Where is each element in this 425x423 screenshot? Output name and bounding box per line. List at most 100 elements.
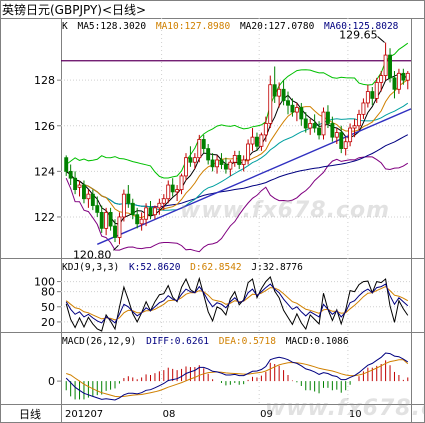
candle-body	[365, 91, 370, 104]
candle-body	[166, 184, 171, 200]
candle-body	[73, 177, 78, 190]
candle-body	[246, 143, 251, 161]
candle-body	[352, 125, 357, 129]
candle-body	[126, 193, 131, 204]
candle-body	[68, 170, 73, 179]
candle-body	[210, 159, 215, 168]
candle-body	[179, 175, 184, 190]
x-tick-label: 08	[163, 409, 176, 420]
candle-body	[113, 225, 117, 238]
candle-body	[148, 207, 153, 216]
candle-body	[334, 132, 339, 138]
candle-body	[104, 211, 109, 229]
candle-body	[219, 159, 224, 165]
candle-body	[121, 193, 126, 218]
kdj-k-line	[65, 283, 409, 324]
candle-body	[139, 218, 144, 225]
kdj-tick-label: 50	[41, 301, 55, 314]
x-tick-label: 201207	[65, 409, 103, 420]
ma5-value: MA5:128.3020	[77, 21, 147, 32]
candle-body	[401, 72, 406, 81]
candle-body	[379, 75, 384, 83]
candle-body	[86, 193, 91, 200]
macd-tick-label: 0	[48, 375, 55, 388]
kdj-tick-label: 20	[41, 316, 55, 329]
candle-body	[330, 123, 335, 138]
candle-body	[255, 136, 259, 147]
candle-body	[157, 202, 162, 209]
macd-diff-line	[65, 352, 409, 401]
candle-body	[321, 111, 326, 136]
candle-body	[161, 198, 166, 204]
candle-body	[117, 216, 122, 238]
candle-body	[263, 123, 268, 136]
candle-body	[374, 82, 379, 99]
candle-body	[232, 154, 237, 163]
kdj-d-line	[65, 286, 409, 321]
candle-body	[405, 72, 410, 81]
candle-body	[308, 123, 313, 129]
candle-body	[90, 193, 95, 206]
kdj-name: KDJ(9,3,3)	[62, 262, 120, 273]
candle-body	[99, 211, 104, 229]
candle-body	[82, 184, 86, 200]
candle-body	[339, 132, 344, 149]
candle-body	[317, 127, 322, 136]
candle-body	[175, 189, 180, 193]
support-trendline	[96, 108, 412, 245]
candle-body	[77, 184, 82, 188]
macd-macd-value: MACD:0.1086	[285, 336, 349, 347]
y-tick-label: 128	[34, 74, 55, 87]
candle-body	[370, 91, 375, 99]
candle-body	[197, 139, 202, 159]
candle-body	[325, 111, 330, 124]
y-tick-label: 122	[34, 211, 55, 224]
kdj-tick-label: 100	[34, 276, 55, 289]
candle-body	[259, 134, 264, 147]
candle-body	[388, 54, 392, 79]
kdj-tick-label: 80	[41, 286, 55, 299]
candle-body	[228, 161, 233, 170]
kdj-header: KDJ(9,3,3) K:52.8620 D:62.8542 J:32.8776	[62, 262, 303, 273]
candle-body	[108, 211, 113, 227]
candle-body	[130, 202, 135, 216]
candle-body	[286, 100, 290, 106]
candle-body	[281, 88, 286, 102]
candle-body	[135, 214, 140, 225]
macd-dea-line	[66, 359, 409, 398]
candle-body	[206, 148, 211, 161]
candle-body	[95, 205, 100, 213]
candle-body	[361, 102, 366, 115]
candle-body	[303, 118, 308, 129]
candle-body	[170, 184, 175, 193]
ma20-line	[65, 102, 409, 211]
candle-body	[192, 157, 197, 163]
high-annotation-pointer	[377, 36, 385, 43]
low-annotation-pointer	[113, 244, 119, 251]
candle-body	[215, 159, 219, 168]
kdj-k-value: K:52.8620	[128, 262, 181, 273]
high-annotation: 129.65	[339, 29, 378, 42]
candle-body	[64, 157, 69, 172]
y-tick-label: 126	[34, 120, 55, 133]
x-tick-label: 09	[260, 409, 273, 420]
candle-body	[250, 136, 255, 145]
candle-body	[383, 54, 388, 76]
candle-body	[237, 154, 242, 165]
candle-body	[392, 77, 397, 90]
ma60-value: MA60:125.8028	[324, 21, 399, 32]
ma60-line	[65, 134, 409, 208]
candle-body	[184, 157, 188, 177]
ma5-line	[65, 73, 409, 225]
main-indicator-header: K MA5:128.3020 MA10:127.8980 MA20:127.07…	[62, 21, 398, 32]
candle-body	[188, 157, 193, 163]
candle-body	[201, 139, 206, 149]
macd-header: MACD(26,12,9) DIFF:0.6261 DEA:0.5718 MAC…	[62, 336, 349, 347]
kdj-d-value: D:62.8542	[190, 262, 242, 273]
candle-body	[299, 107, 304, 120]
candle-body	[343, 141, 348, 149]
candle-body	[277, 88, 282, 97]
candle-body	[357, 113, 361, 127]
